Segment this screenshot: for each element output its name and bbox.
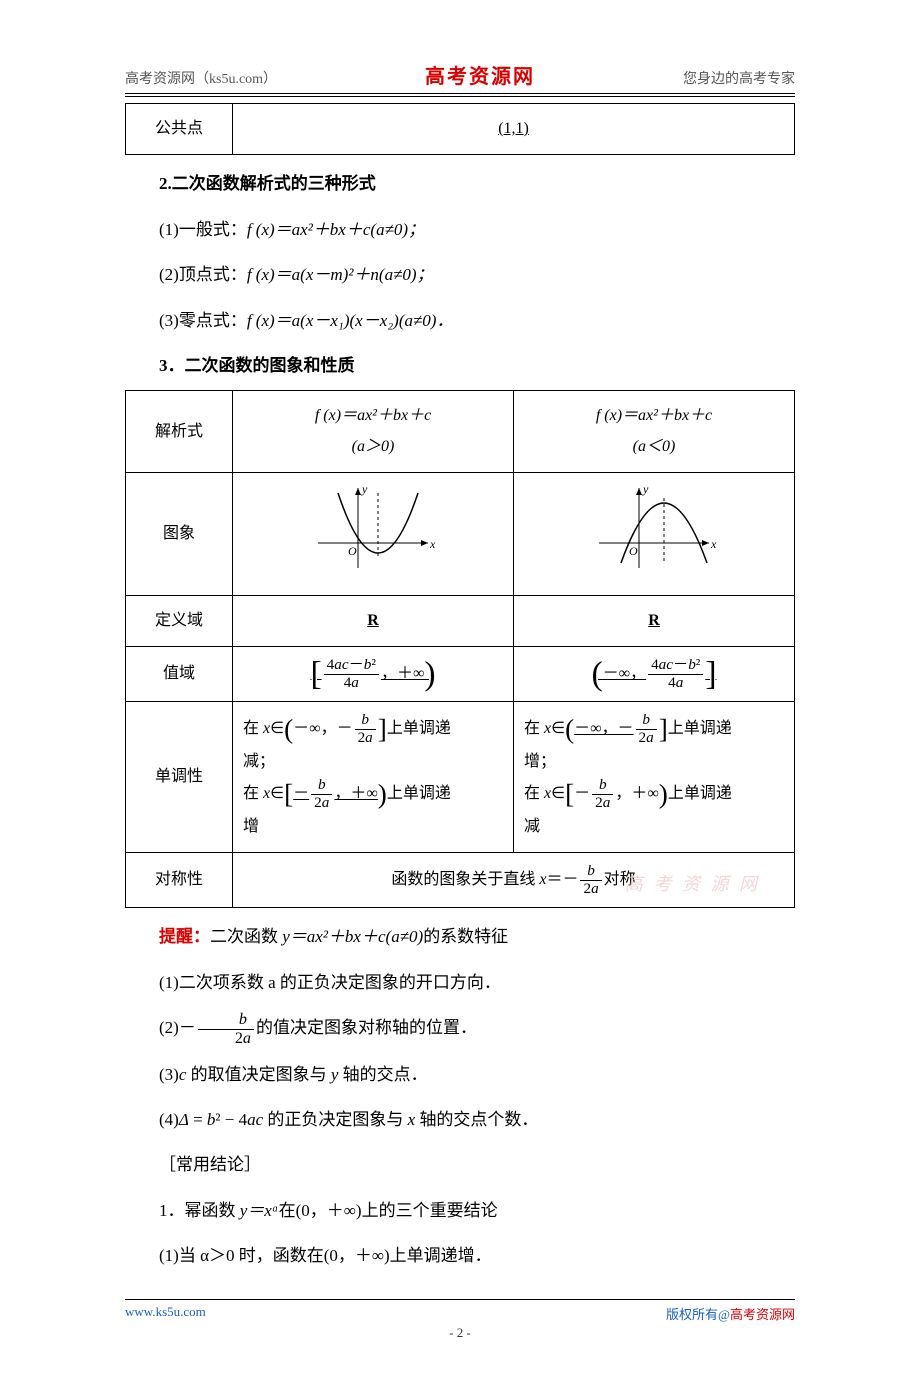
row-domain-label: 定义域 <box>126 595 233 646</box>
footer-copyright: 版权所有@高考资源网 <box>666 1304 795 1323</box>
row-graph-label: 图象 <box>126 473 233 595</box>
small-table-c1: 公共点 <box>126 104 233 155</box>
graph-up-cell: x y O <box>233 473 514 595</box>
svg-text:O: O <box>629 544 638 558</box>
row-range-neg: (－∞，4ac－b²4a] <box>514 646 795 701</box>
row-domain-neg: R <box>514 595 795 646</box>
parabola-down-icon: x y O <box>589 483 719 573</box>
header-center-brand: 高考资源网 <box>425 60 535 89</box>
row-range-label: 值域 <box>126 646 233 701</box>
tip-heading: 提醒：二次函数 y＝ax²＋bx＋c(a≠0)的系数特征 <box>125 914 795 959</box>
footer-url: www.ks5u.com <box>125 1304 206 1323</box>
row-mono-label: 单调性 <box>126 702 233 853</box>
conclusion-1-1: (1)当 α＞0 时，函数在(0，＋∞)上单调递增． <box>125 1233 795 1278</box>
watermark: 高 考 资 源 网 <box>625 870 760 896</box>
row-sym-label: 对称性 <box>126 853 233 908</box>
form-general: (1)一般式：f (x)＝ax²＋bx＋c(a≠0)； <box>125 207 795 252</box>
properties-table: 解析式 f (x)＝ax²＋bx＋c (a＞0) f (x)＝ax²＋bx＋c … <box>125 390 795 908</box>
svg-text:x: x <box>429 537 436 551</box>
form-vertex: (2)顶点式：f (x)＝a(x－m)²＋n(a≠0)； <box>125 252 795 297</box>
tip-4: (4)Δ = b² − 4ac 的正负决定图象与 x 轴的交点个数． <box>125 1097 795 1142</box>
small-table-c2: (1,1) <box>233 104 795 155</box>
section-2-title: 2.二次函数解析式的三种形式 <box>125 161 795 206</box>
svg-text:x: x <box>710 537 717 551</box>
row-expr-label: 解析式 <box>126 391 233 473</box>
svg-text:y: y <box>361 483 368 496</box>
row-domain-pos: R <box>233 595 514 646</box>
row-mono-neg: 在 x∈(－∞，－b2a]上单调递 增； 在 x∈[－b2a，＋∞)上单调递 减 <box>514 702 795 853</box>
svg-text:O: O <box>348 544 357 558</box>
row-expr-neg: f (x)＝ax²＋bx＋c (a＜0) <box>514 391 795 473</box>
conclusion-title: ［常用结论］ <box>125 1142 795 1187</box>
tip-2: (2)－b2a的值决定图象对称轴的位置． <box>125 1005 795 1051</box>
graph-down-cell: x y O <box>514 473 795 595</box>
svg-text:y: y <box>642 483 649 496</box>
conclusion-1: 1．幂函数 y＝xᵅ在(0，＋∞)上的三个重要结论 <box>125 1188 795 1233</box>
content: 公共点 (1,1) 2.二次函数解析式的三种形式 (1)一般式：f (x)＝ax… <box>125 103 795 1279</box>
form-zero: (3)零点式：f (x)＝a(x－x₁)(x－x₂)(a≠0)． <box>125 298 795 343</box>
header-rule <box>125 93 795 97</box>
row-expr-pos: f (x)＝ax²＋bx＋c (a＞0) <box>233 391 514 473</box>
tip-1: (1)二次项系数 a 的正负决定图象的开口方向． <box>125 960 795 1005</box>
tip-3: (3)c 的取值决定图象与 y 轴的交点． <box>125 1052 795 1097</box>
header-left: 高考资源网（ks5u.com） <box>125 68 277 88</box>
row-range-pos: [4ac－b²4a，＋∞) <box>233 646 514 701</box>
parabola-up-icon: x y O <box>308 483 438 573</box>
section-3-title: 3．二次函数的图象和性质 <box>125 343 795 388</box>
page-footer: www.ks5u.com 版权所有@高考资源网 <box>125 1300 795 1323</box>
header-right: 您身边的高考专家 <box>683 68 795 88</box>
small-table: 公共点 (1,1) <box>125 103 795 155</box>
row-mono-pos: 在 x∈(－∞，－b2a]上单调递 减； 在 x∈[－b2a，＋∞)上单调递 增 <box>233 702 514 853</box>
page-header: 高考资源网（ks5u.com） 高考资源网 您身边的高考专家 <box>125 60 795 93</box>
page-number: - 2 - <box>125 1325 795 1341</box>
